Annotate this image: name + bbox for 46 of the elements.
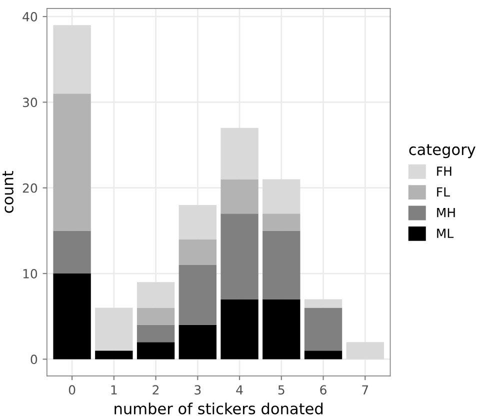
bar bbox=[178, 324, 216, 360]
legend-label: ML bbox=[437, 228, 454, 238]
y-tick-label: 0 bbox=[30, 354, 38, 364]
y-tick-label: 10 bbox=[23, 269, 38, 278]
x-tick-label: 4 bbox=[236, 385, 243, 394]
bar bbox=[95, 350, 133, 360]
x-tick-label: 6 bbox=[320, 385, 326, 395]
bar bbox=[53, 25, 91, 94]
bar bbox=[136, 282, 175, 308]
x-axis-title: number of stickers donated bbox=[114, 402, 323, 414]
bar bbox=[178, 239, 216, 265]
bar bbox=[95, 308, 133, 351]
bar bbox=[220, 299, 258, 360]
bar bbox=[262, 299, 300, 360]
legend-label: FL bbox=[437, 187, 450, 196]
x-tick-label: 1 bbox=[111, 385, 117, 394]
bar bbox=[53, 230, 91, 274]
bar bbox=[178, 264, 216, 325]
legend-label: FH bbox=[437, 166, 452, 176]
bar bbox=[346, 342, 384, 360]
bar bbox=[220, 128, 258, 180]
y-axis-title: count bbox=[2, 170, 14, 213]
bar bbox=[53, 94, 91, 231]
y-tick-label: 40 bbox=[22, 12, 38, 22]
bar bbox=[220, 214, 258, 300]
bar bbox=[53, 274, 91, 360]
bar bbox=[136, 324, 175, 342]
x-tick-label: 5 bbox=[278, 385, 284, 395]
bar bbox=[304, 299, 342, 308]
x-tick-label: 7 bbox=[362, 385, 368, 394]
legend-title: category bbox=[409, 144, 476, 158]
bar bbox=[136, 342, 175, 360]
y-tick-label: 20 bbox=[22, 183, 38, 193]
bar bbox=[262, 230, 300, 300]
bar bbox=[262, 214, 300, 231]
y-tick-label: 30 bbox=[22, 98, 38, 108]
bar bbox=[136, 308, 175, 325]
x-tick-label: 3 bbox=[194, 385, 201, 395]
legend-label: MH bbox=[437, 208, 455, 218]
bar bbox=[304, 308, 342, 351]
bar bbox=[220, 179, 258, 214]
bar bbox=[304, 350, 342, 360]
bar bbox=[262, 179, 300, 214]
x-tick-label: 2 bbox=[152, 385, 159, 394]
bar bbox=[178, 205, 216, 240]
x-tick-label: 0 bbox=[68, 385, 76, 395]
